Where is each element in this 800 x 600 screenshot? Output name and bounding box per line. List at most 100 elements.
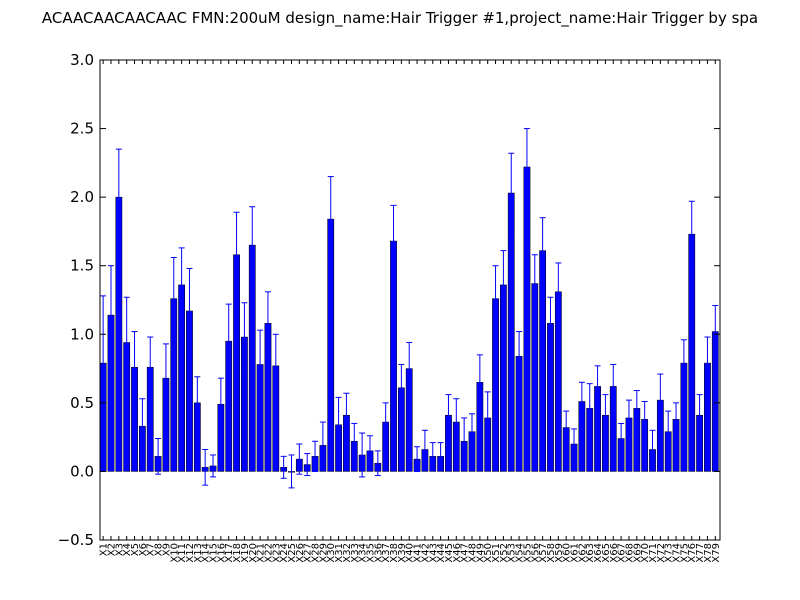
y-tick-label: 1.5 [70,257,94,275]
error-bar-x64 [594,365,601,408]
error-bar-x27 [304,453,311,477]
x-tick-label: X70 [640,543,651,563]
error-bar-x58 [547,296,554,350]
error-bar-x47 [461,417,468,466]
x-tick-label: X66 [609,543,620,563]
x-tick-label: X53 [507,543,518,563]
error-bar-x2 [107,265,114,365]
x-tick-label: X38 [389,543,400,563]
error-bar-x48 [469,413,475,450]
x-tick-label: X43 [428,543,439,563]
x-tick-label: X14 [201,543,212,563]
x-tick-label: X57 [538,543,549,563]
error-bar-x78 [704,336,711,390]
error-bar-x25 [288,454,295,489]
error-bar-x52 [500,250,507,320]
x-tick-label: X44 [436,543,447,563]
x-tick-label: X8 [154,543,165,556]
error-bar-x7 [147,336,154,398]
x-axis: X1X2X3X4X5X6X7X8X9X10X11X12X13X14X15X16X… [99,60,722,563]
error-bar-x34 [359,432,366,478]
error-bar-x18 [233,211,240,298]
error-bar-x29 [319,421,326,470]
x-tick-label: X74 [672,543,683,563]
x-tick-label: X46 [452,543,463,563]
error-bar-x68 [625,399,632,437]
error-bar-x66 [610,363,617,409]
x-tick-label: X32 [342,543,353,563]
error-bar-x33 [351,422,358,460]
x-tick-label: X59 [554,543,565,563]
x-tick-label: X73 [664,543,675,563]
y-tick-label: 2.0 [70,188,94,206]
x-tick-label: X49 [475,543,486,563]
error-bar-x4 [123,296,130,389]
x-tick-label: X64 [593,543,604,563]
error-bar-x41 [414,446,421,472]
error-bar-x54 [516,331,523,382]
error-bar-x9 [162,343,169,413]
x-tick-label: X75 [679,543,690,563]
error-bar-x24 [280,455,287,479]
error-bar-x62 [578,381,585,422]
error-bar-x6 [139,398,146,455]
error-bar-x57 [539,217,546,285]
chart-title: ACAACAACAACAAC FMN:200uM design_name:Hai… [42,9,758,28]
x-tick-label: X30 [326,543,337,563]
error-bar-x53 [508,152,515,234]
plot-frame [99,59,721,541]
error-bar-x63 [586,383,593,434]
error-bar-x44 [437,442,444,471]
x-tick-label: X63 [585,543,596,563]
error-bar-x38 [390,204,397,278]
x-tick-label: X35 [365,543,376,563]
error-bar-x55 [523,128,530,206]
x-tick-label: X45 [444,543,455,563]
error-bar-x16 [217,377,224,431]
x-tick-label: X21 [256,543,267,563]
error-bar-x75 [680,339,687,387]
error-bar-x73 [665,410,672,453]
error-bar-x15 [210,454,217,478]
x-tick-label: X68 [624,543,635,563]
x-tick-label: X25 [287,543,298,563]
x-tick-label: X67 [617,543,628,563]
x-tick-label: X47 [460,543,471,563]
x-tick-label: X58 [546,543,557,563]
x-tick-label: X48 [468,543,479,563]
bar-x53 [507,192,515,472]
error-bar-x17 [225,303,232,379]
error-bar-x26 [296,443,303,475]
x-tick-label: X39 [397,543,408,563]
x-tick-label: X11 [177,543,188,563]
error-bar-x10 [170,256,177,341]
x-tick-label: X20 [248,543,259,563]
x-tick-label: X13 [193,543,204,563]
x-tick-label: X36 [373,543,384,563]
x-tick-label: X69 [632,543,643,563]
x-tick-label: X16 [216,543,227,563]
x-tick-label: X72 [656,543,667,563]
x-tick-label: X61 [570,543,581,563]
error-bar-x59 [555,262,562,322]
error-bar-x19 [241,302,248,372]
error-bar-x77 [696,394,703,437]
x-tick-label: X24 [279,543,290,563]
x-tick-label: X26 [295,543,306,563]
error-bar-x1 [100,295,107,431]
error-bar-x32 [343,392,350,438]
bar-x55 [523,166,531,472]
x-tick-label: X1 [99,543,110,556]
error-bar-x65 [602,394,609,437]
error-bar-x51 [492,265,499,333]
error-bar-x79 [712,304,719,359]
error-bar-x74 [673,402,680,437]
x-tick-label: X7 [146,543,157,556]
x-tick-label: X18 [232,543,243,563]
error-bar-x76 [688,200,695,268]
error-bar-x72 [657,373,664,427]
y-tick-label: 0.5 [70,394,94,412]
error-bar-x71 [649,429,656,470]
x-tick-label: X42 [420,543,431,563]
error-bar-x20 [249,206,256,285]
